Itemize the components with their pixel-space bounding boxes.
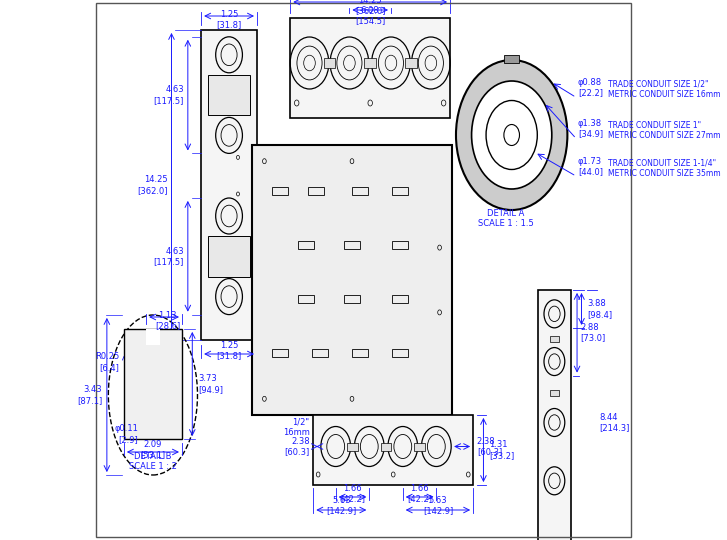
Text: 1.66
[42.2]: 1.66 [42.2]	[407, 484, 432, 503]
Bar	[290, 18, 450, 118]
Bar	[272, 187, 289, 195]
Text: 1.31
[33.2]: 1.31 [33.2]	[489, 440, 515, 460]
Ellipse shape	[472, 81, 552, 189]
Text: 8.44
[214.3]: 8.44 [214.3]	[599, 413, 630, 432]
Bar	[550, 390, 559, 396]
Text: TRADE CONDUIT SIZE 1"
METRIC CONDUIT SIZE 27mm: TRADE CONDUIT SIZE 1" METRIC CONDUIT SIZ…	[608, 121, 720, 140]
Text: 4.63
[117.5]: 4.63 [117.5]	[153, 85, 184, 105]
Bar	[392, 241, 408, 249]
Text: 2.88
[73.0]: 2.88 [73.0]	[580, 323, 606, 342]
Text: 1.25
[31.8]: 1.25 [31.8]	[217, 10, 241, 29]
Text: 14.25
[362.0]: 14.25 [362.0]	[137, 176, 168, 195]
Text: 1.66
[42.2]: 1.66 [42.2]	[340, 484, 365, 503]
Text: 4.63
[117.5]: 4.63 [117.5]	[153, 247, 184, 266]
Bar	[146, 329, 160, 345]
Bar	[324, 58, 335, 68]
Bar	[312, 349, 329, 357]
Text: TRADE CONDUIT SIZE 1/2"
METRIC CONDUIT SIZE 16mm: TRADE CONDUIT SIZE 1/2" METRIC CONDUIT S…	[608, 80, 720, 99]
Text: φ0.11
[2.9]: φ0.11 [2.9]	[114, 424, 138, 444]
Text: 2.38
[60.3]: 2.38 [60.3]	[477, 437, 502, 456]
Bar	[352, 349, 368, 357]
Bar	[272, 349, 289, 357]
Bar	[392, 187, 408, 195]
Text: φ0.88
[22.2]: φ0.88 [22.2]	[578, 78, 603, 97]
Text: 6.08
[154.5]: 6.08 [154.5]	[355, 6, 385, 25]
Bar	[505, 55, 519, 63]
Bar	[124, 329, 182, 439]
Text: 5.63
[142.9]: 5.63 [142.9]	[326, 496, 356, 515]
Bar	[348, 442, 358, 450]
Text: 3.73
[94.9]: 3.73 [94.9]	[198, 374, 223, 394]
Bar	[208, 75, 250, 116]
Bar	[208, 236, 250, 276]
Text: φ1.73
[44.0]: φ1.73 [44.0]	[578, 157, 603, 176]
Text: 2.38
[60.3]: 2.38 [60.3]	[284, 437, 310, 456]
Text: R0.25
[6.4]: R0.25 [6.4]	[95, 352, 119, 372]
Text: 1/2"
16mm: 1/2" 16mm	[283, 418, 310, 437]
Text: 3.88
[98.4]: 3.88 [98.4]	[587, 299, 613, 319]
Bar	[414, 442, 425, 450]
Bar	[364, 58, 376, 68]
Bar	[538, 290, 571, 540]
Bar	[344, 295, 360, 303]
Text: 14.25
[362.0]: 14.25 [362.0]	[355, 0, 385, 16]
Bar	[298, 241, 314, 249]
Text: 2.09
[53.1]: 2.09 [53.1]	[140, 440, 166, 459]
Ellipse shape	[456, 60, 567, 210]
Bar	[381, 442, 391, 450]
Text: 5.63
[142.9]: 5.63 [142.9]	[423, 496, 453, 515]
Bar	[392, 295, 408, 303]
Bar	[550, 336, 559, 342]
Text: TRADE CONDUIT SIZE 1-1/4"
METRIC CONDUIT SIZE 35mm: TRADE CONDUIT SIZE 1-1/4" METRIC CONDUIT…	[608, 159, 720, 178]
Bar	[352, 187, 368, 195]
Text: 3.43
[87.1]: 3.43 [87.1]	[77, 386, 103, 404]
Bar	[201, 30, 257, 340]
Text: DETAIL B
SCALE 1 : 2: DETAIL B SCALE 1 : 2	[129, 451, 177, 471]
Text: 1.13
[28.6]: 1.13 [28.6]	[155, 311, 180, 330]
Bar	[405, 58, 417, 68]
Bar	[298, 295, 314, 303]
Bar	[344, 241, 360, 249]
Text: DETAIL A
SCALE 1 : 1.5: DETAIL A SCALE 1 : 1.5	[478, 208, 534, 228]
Bar	[252, 145, 451, 415]
Bar	[313, 415, 473, 485]
Text: φ1.38
[34.9]: φ1.38 [34.9]	[578, 119, 603, 138]
Text: 1.25
[31.8]: 1.25 [31.8]	[217, 341, 241, 360]
Bar	[392, 349, 408, 357]
Bar	[308, 187, 324, 195]
